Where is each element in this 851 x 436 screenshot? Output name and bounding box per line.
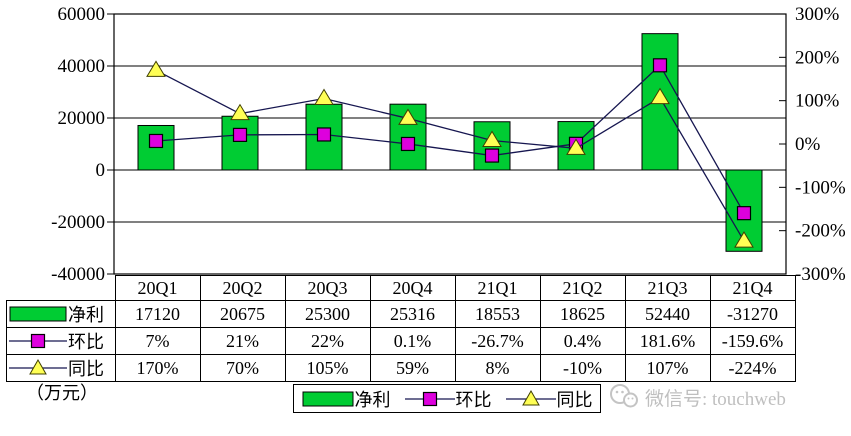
table-row: 环比 7% 21% 22% 0.1% -26.7% 0.4% 181.6% -159.6%: [6, 327, 796, 355]
table-cell: 59%: [369, 354, 456, 382]
table-cell: 22%: [284, 327, 371, 355]
right-axis-label: -100%: [795, 177, 846, 198]
table-col-header-21Q4: 21Q4: [709, 275, 796, 301]
tongbi-marker-20Q1: [146, 60, 166, 77]
table-cell: 18625: [539, 300, 626, 328]
data-table: 20Q1 20Q2 20Q3 20Q4 21Q1 21Q2 21Q3 21Q4 净利 17120 2…: [6, 275, 796, 382]
table-cell: 70%: [199, 354, 286, 382]
legend-label: 同比: [556, 389, 593, 410]
table-cell: -224%: [709, 354, 796, 382]
table-cell: 18553: [454, 300, 541, 328]
right-axis-label: -200%: [795, 221, 846, 242]
huanbi-marker-21Q1: [484, 148, 500, 163]
left-axis-label: 0: [96, 160, 106, 181]
right-axis-label: 200%: [795, 47, 840, 68]
triangle-marker-icon: [9, 358, 67, 375]
huanbi-marker-21Q3: [652, 58, 668, 73]
table-cell: 0.4%: [539, 327, 626, 355]
table-row: 净利 17120 20675 25300 25316 18553 18625 52440 -31…: [6, 300, 796, 328]
tongbi-marker-21Q2: [566, 138, 586, 155]
table-cell: 107%: [624, 354, 711, 382]
row-label-content: 同比: [7, 356, 114, 381]
table-col-header-21Q1: 21Q1: [454, 275, 541, 301]
legend-label: 净利: [354, 389, 391, 410]
table-cell: 105%: [284, 354, 371, 382]
table-cell: -10%: [539, 354, 626, 382]
table-col-header-20Q1: 20Q1: [114, 275, 201, 301]
plot-frame: [113, 13, 787, 275]
triangle-marker-icon: [505, 389, 556, 405]
table-corner-cell: [7, 276, 116, 301]
legend-item-2: 同比: [505, 386, 593, 412]
bar-swatch-icon: [9, 306, 67, 322]
axis-unit-label: （万元）: [26, 383, 98, 403]
table-cell: 25300: [284, 300, 371, 328]
table-col-header-20Q3: 20Q3: [284, 275, 371, 301]
table-col-header-21Q2: 21Q2: [539, 275, 626, 301]
table-row: 同比 170% 70% 105% 59% 8% -10% 107% -224%: [6, 354, 796, 382]
tongbi-line: [155, 69, 745, 242]
table-cell: 17120: [114, 300, 201, 328]
right-axis-label: 0%: [795, 134, 821, 155]
right-axis-label: 100%: [795, 91, 840, 112]
watermark-text: 微信号: touchweb: [645, 388, 786, 410]
row-label-content: 净利: [7, 302, 114, 327]
table-cell: -31270: [709, 300, 796, 328]
wechat-icon: [610, 384, 638, 408]
huanbi-line: [155, 64, 745, 214]
row-label-content: 环比: [7, 329, 114, 354]
row-label-text: 净利: [68, 305, 104, 325]
table-row-label-2: 同比: [6, 354, 116, 382]
tongbi-marker-21Q1: [482, 130, 502, 148]
legend-item-1: 环比: [404, 386, 492, 412]
square-marker-icon: [9, 333, 67, 349]
table-cell: 20675: [199, 300, 286, 328]
legend-label: 环比: [455, 389, 492, 410]
table-row-label-0: 净利: [6, 300, 116, 328]
table-cell: 0.1%: [369, 327, 456, 355]
left-axis-label: 60000: [58, 4, 106, 25]
combo-chart: 60000 40000 20000 0 -20000 -40000 300% 200% 100%…: [51, 4, 846, 280]
tongbi-marker-21Q4: [734, 231, 754, 248]
watermark: 微信号: touchweb: [608, 382, 786, 412]
left-axis-label: 20000: [58, 108, 106, 129]
huanbi-marker-20Q2: [232, 127, 248, 142]
row-label-text: 环比: [68, 332, 104, 352]
huanbi-marker-20Q3: [316, 127, 332, 142]
bar-swatch-icon: [302, 391, 353, 406]
table-cell: 52440: [624, 300, 711, 328]
table-col-header-20Q4: 20Q4: [369, 275, 456, 301]
huanbi-marker-20Q4: [400, 136, 416, 152]
tongbi-marker-20Q2: [230, 103, 250, 121]
table-col-header-21Q3: 21Q3: [624, 275, 711, 301]
table-cell: -159.6%: [709, 327, 796, 355]
tongbi-marker-20Q4: [398, 108, 418, 125]
table-cell: -26.7%: [454, 327, 541, 355]
table-header-row: 20Q1 20Q2 20Q3 20Q4 21Q1 21Q2 21Q3 21Q4: [7, 275, 796, 301]
table-cell: 21%: [199, 327, 286, 355]
tongbi-marker-21Q3: [650, 87, 670, 105]
bar-20Q2: [221, 115, 259, 171]
table-cell: 170%: [114, 354, 201, 382]
table-row-label-1: 环比: [6, 327, 116, 355]
huanbi-marker-20Q1: [148, 133, 164, 149]
left-axis-label: -40000: [51, 264, 105, 280]
table-cell: 181.6%: [624, 327, 711, 355]
huanbi-marker-21Q4: [736, 206, 752, 221]
legend: 净利 环比 同比: [293, 384, 601, 413]
table-col-header-20Q2: 20Q2: [199, 275, 286, 301]
left-axis-label: 40000: [58, 56, 106, 77]
square-marker-icon: [404, 391, 455, 406]
row-label-text: 同比: [68, 359, 104, 379]
table-cell: 25316: [369, 300, 456, 328]
right-axis-label: -300%: [795, 264, 846, 280]
table-cell: 8%: [454, 354, 541, 382]
left-axis-label: -20000: [51, 212, 105, 233]
legend-item-0: 净利: [302, 386, 391, 412]
tongbi-marker-20Q3: [314, 88, 334, 105]
table-cell: 7%: [114, 327, 201, 355]
right-axis-label: 300%: [795, 4, 840, 25]
